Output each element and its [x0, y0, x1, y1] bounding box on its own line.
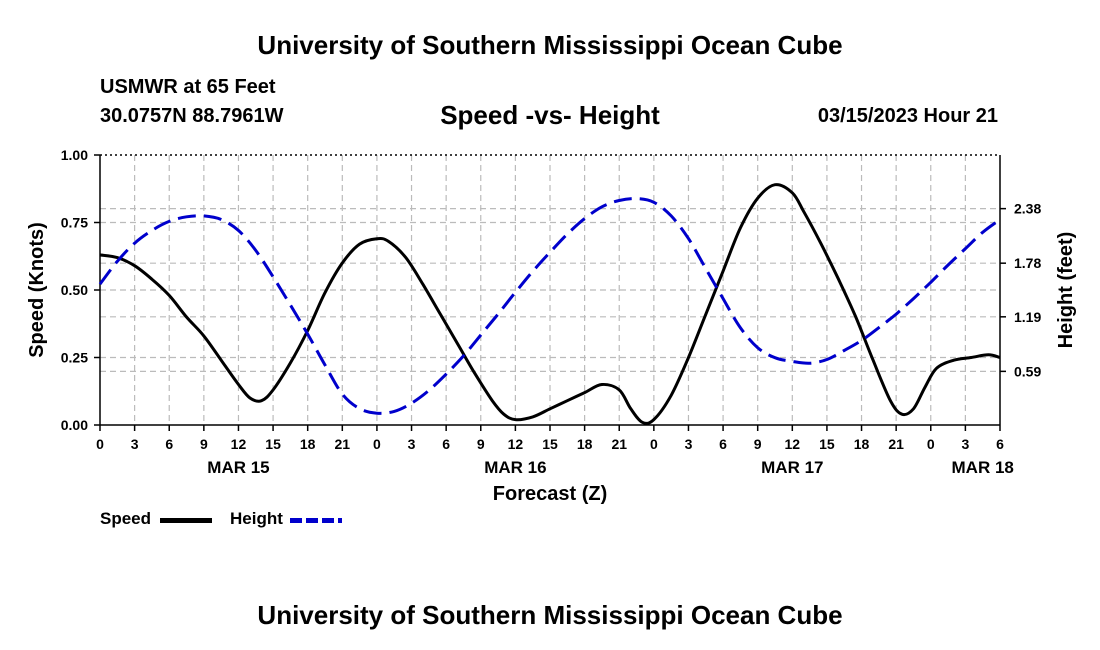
x-tick-label: 6 — [165, 436, 173, 452]
legend-height-swatch — [290, 518, 342, 523]
x-tick-label: 18 — [300, 436, 316, 452]
x-tick-label: 3 — [685, 436, 693, 452]
x-axis-label: Forecast (Z) — [493, 483, 607, 505]
x-tick-label: 3 — [131, 436, 139, 452]
x-tick-label: 18 — [854, 436, 870, 452]
x-tick-label: 12 — [785, 436, 801, 452]
y2-tick-label: 1.78 — [1014, 255, 1041, 271]
x-tick-label: 0 — [96, 436, 104, 452]
y2-tick-label: 0.59 — [1014, 363, 1041, 379]
x-date-label: MAR 15 — [207, 458, 269, 477]
x-date-label: MAR 16 — [484, 458, 546, 477]
y-axis-label: Speed (Knots) — [26, 222, 48, 358]
chart-title: University of Southern Mississippi Ocean… — [257, 30, 843, 60]
x-tick-label: 6 — [996, 436, 1004, 452]
x-tick-label: 15 — [819, 436, 835, 452]
legend-height-label: Height — [230, 509, 283, 528]
legend-speed-label: Speed — [100, 509, 152, 528]
chart-subtitle-text: Speed -vs- Height — [440, 100, 660, 130]
x-tick-label: 3 — [961, 436, 969, 452]
x-tick-label: 3 — [408, 436, 416, 452]
x-tick-label: 15 — [542, 436, 558, 452]
x-tick-label: 9 — [477, 436, 485, 452]
x-tick-label: 0 — [650, 436, 658, 452]
footer-title: University of Southern Mississippi Ocean… — [257, 600, 843, 630]
x-tick-label: 0 — [373, 436, 381, 452]
x-date-label: MAR 18 — [952, 458, 1014, 477]
x-tick-label: 12 — [508, 436, 524, 452]
y2-tick-label: 1.19 — [1014, 309, 1041, 325]
y2-tick-label: 2.38 — [1014, 201, 1041, 217]
y-tick-label: 0.25 — [61, 350, 88, 366]
x-tick-label: 21 — [888, 436, 904, 452]
x-tick-label: 6 — [719, 436, 727, 452]
chart-subtitle: Speed -vs- Height — [0, 100, 1100, 131]
series-line-speed — [99, 183, 1001, 425]
y-tick-label: 0.00 — [61, 417, 88, 433]
gridlines — [100, 155, 1000, 425]
x-date-label: MAR 17 — [761, 458, 823, 477]
x-tick-label: 15 — [265, 436, 281, 452]
x-tick-label: 9 — [200, 436, 208, 452]
x-tick-label: 0 — [927, 436, 935, 452]
axis-ticks: 0.00 0.25 0.50 0.75 1.00 0.59 1.19 1.78 2.38 0 3 6 9… — [61, 147, 1042, 477]
x-tick-label: 21 — [335, 436, 351, 452]
x-tick-label: 18 — [577, 436, 593, 452]
y2-axis-label: Height (feet) — [1055, 232, 1077, 349]
datetime-label: 03/15/2023 Hour 21 — [817, 105, 998, 127]
y-tick-label: 0.75 — [61, 215, 88, 231]
x-tick-label: 6 — [442, 436, 450, 452]
station-label: USMWR at 65 Feet — [100, 76, 276, 98]
series-layer — [98, 183, 1001, 425]
x-tick-label: 21 — [611, 436, 627, 452]
x-tick-label: 12 — [231, 436, 247, 452]
series-line-height — [98, 197, 1001, 415]
y-tick-label: 0.50 — [61, 282, 88, 298]
x-tick-label: 9 — [754, 436, 762, 452]
legend-speed-swatch — [160, 518, 212, 523]
y-tick-label: 1.00 — [61, 147, 88, 163]
coordinates-label: 30.0757N 88.7961W — [100, 105, 284, 127]
